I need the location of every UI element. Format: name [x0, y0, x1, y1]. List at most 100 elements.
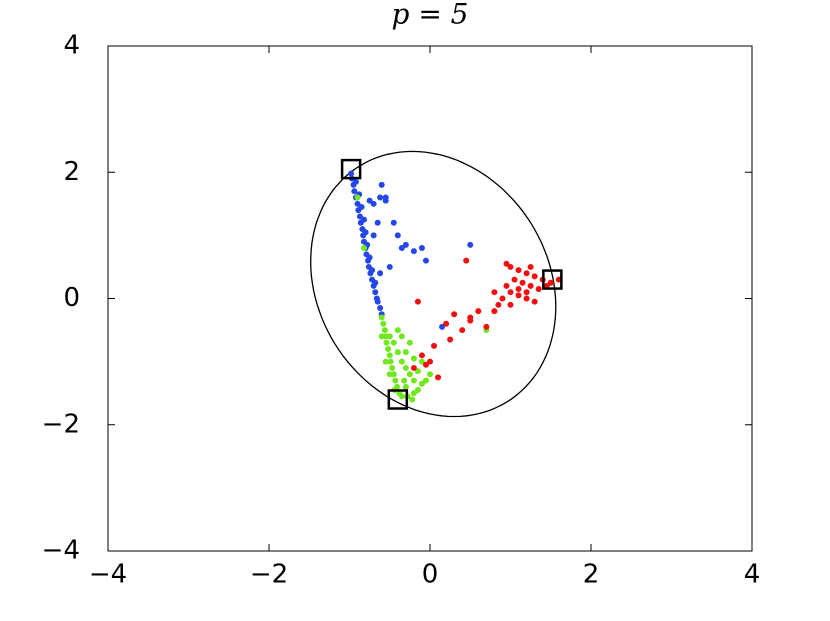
point	[467, 241, 474, 248]
chart-title: p = 5	[392, 0, 469, 31]
point	[381, 327, 388, 334]
point	[382, 194, 389, 201]
point	[394, 232, 401, 239]
point	[386, 333, 393, 340]
point	[360, 245, 367, 251]
point	[418, 358, 425, 365]
point	[352, 178, 359, 185]
point	[410, 248, 417, 255]
point	[475, 308, 482, 315]
y-tick-label: −2	[42, 409, 80, 439]
point	[503, 260, 510, 267]
point	[401, 377, 408, 384]
point	[377, 304, 384, 311]
point	[511, 276, 518, 283]
point	[422, 361, 429, 368]
point	[418, 380, 425, 387]
point	[447, 336, 454, 343]
point	[418, 245, 425, 251]
point	[451, 311, 458, 318]
point	[370, 200, 377, 207]
point	[547, 279, 554, 286]
point	[402, 241, 409, 248]
point	[495, 301, 502, 308]
point	[406, 371, 413, 378]
point	[435, 374, 442, 381]
point	[358, 203, 365, 210]
x-tick-label: 4	[744, 560, 761, 590]
point	[386, 263, 393, 270]
point	[383, 339, 390, 346]
point	[467, 314, 474, 321]
point	[348, 170, 355, 177]
point	[398, 333, 405, 340]
point	[527, 282, 534, 289]
point	[378, 314, 385, 321]
point	[378, 181, 385, 188]
point	[406, 339, 413, 346]
point	[374, 298, 381, 305]
point	[507, 263, 514, 270]
point	[389, 364, 396, 371]
point	[409, 396, 416, 403]
point	[515, 267, 522, 274]
point	[527, 263, 534, 270]
point	[491, 308, 498, 315]
point	[385, 346, 392, 352]
point	[414, 298, 421, 305]
point	[390, 219, 397, 226]
point	[427, 371, 433, 378]
point	[414, 368, 421, 375]
point	[491, 289, 498, 296]
point	[360, 216, 367, 223]
vertex-marker	[387, 389, 409, 410]
point	[398, 393, 405, 400]
plot-frame	[107, 45, 753, 552]
point	[362, 229, 369, 236]
x-tick-label: −4	[89, 560, 127, 590]
vertex-marker	[340, 158, 362, 180]
point	[382, 358, 389, 365]
point	[410, 377, 417, 384]
point	[369, 267, 376, 274]
y-tick-label: −4	[42, 536, 80, 566]
point	[402, 364, 409, 371]
point	[386, 352, 393, 359]
point	[372, 289, 379, 296]
point	[410, 355, 417, 362]
y-tick-label: 4	[63, 31, 80, 61]
point	[427, 358, 433, 365]
vertex-marker	[542, 269, 563, 290]
point	[394, 327, 401, 334]
point	[515, 286, 522, 293]
point	[431, 342, 438, 349]
point	[380, 320, 387, 327]
x-tick-label: 0	[422, 560, 439, 590]
point	[378, 333, 385, 340]
point	[351, 188, 358, 195]
point	[390, 339, 397, 346]
point	[523, 289, 530, 296]
y-tick-label: 2	[63, 157, 80, 187]
point	[392, 377, 399, 384]
point	[507, 289, 514, 296]
point	[370, 232, 377, 239]
point	[387, 358, 394, 365]
point	[483, 323, 490, 330]
point	[515, 292, 522, 299]
point	[377, 270, 384, 277]
point	[519, 279, 526, 286]
point	[459, 327, 466, 334]
point	[377, 194, 384, 201]
point	[402, 349, 409, 356]
point	[422, 257, 429, 264]
point	[394, 349, 401, 356]
ellipse	[310, 150, 557, 418]
point	[414, 387, 421, 394]
point	[354, 200, 361, 207]
point	[398, 358, 405, 365]
point	[386, 371, 393, 378]
point	[366, 254, 373, 261]
